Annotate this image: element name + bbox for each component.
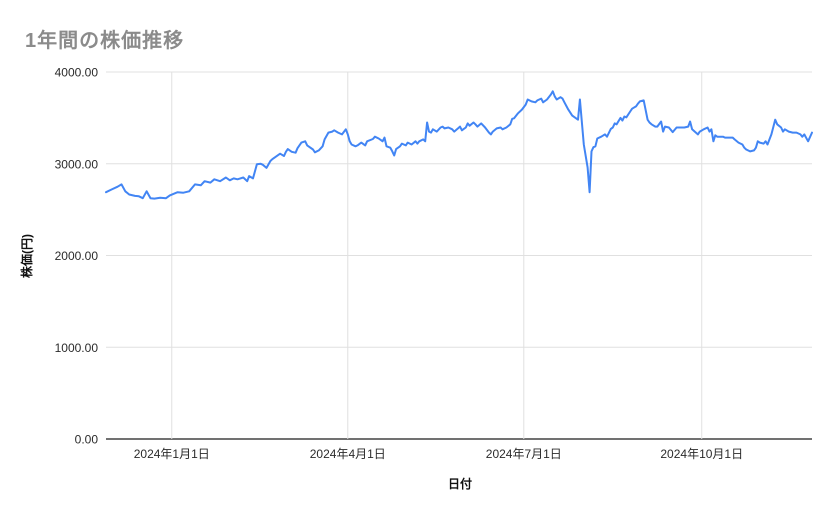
x-axis-title: 日付 xyxy=(448,476,472,491)
y-tick-label: 1000.00 xyxy=(55,341,99,355)
x-tick-label: 2024年4月1日 xyxy=(310,447,386,461)
y-tick-label: 4000.00 xyxy=(55,66,99,80)
x-tick-label: 2024年10月1日 xyxy=(660,447,743,461)
y-axis-title: 株価(円) xyxy=(19,234,34,278)
y-tick-label: 3000.00 xyxy=(55,157,99,171)
y-tick-label: 0.00 xyxy=(75,433,99,447)
chart-title: 1年間の株価推移 xyxy=(25,30,185,52)
x-tick-label: 2024年7月1日 xyxy=(486,447,562,461)
y-tick-label: 2000.00 xyxy=(55,249,99,263)
x-tick-label: 2024年1月1日 xyxy=(134,447,210,461)
price-line-series xyxy=(105,90,813,200)
